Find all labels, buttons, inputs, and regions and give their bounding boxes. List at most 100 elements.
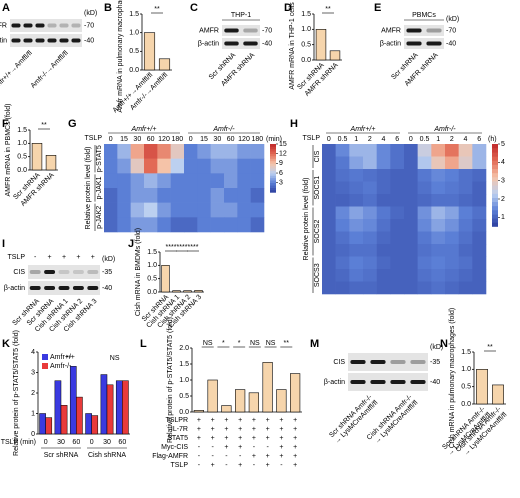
colorbar-step bbox=[492, 152, 498, 157]
colorbar-step bbox=[492, 205, 498, 211]
y-tick-label: 1.5 bbox=[147, 249, 157, 256]
blot-band bbox=[72, 286, 84, 290]
heat-cell bbox=[157, 173, 171, 189]
condition-sign: + bbox=[224, 435, 228, 442]
significance: * bbox=[222, 340, 225, 347]
significance: NS bbox=[266, 340, 276, 347]
bar bbox=[207, 379, 218, 413]
heat-cell bbox=[335, 269, 350, 282]
bar bbox=[161, 265, 170, 293]
condition-sign: + bbox=[279, 444, 283, 451]
condition-sign: - bbox=[211, 453, 214, 460]
heat-cell bbox=[250, 202, 265, 218]
panel-letter: G bbox=[68, 118, 77, 130]
y-tick-label: 0 bbox=[31, 431, 35, 438]
colorbar-step bbox=[270, 170, 276, 174]
heat-cell bbox=[404, 194, 418, 207]
blot-band bbox=[72, 270, 84, 274]
blot-band bbox=[35, 38, 45, 43]
panel-letter: N bbox=[440, 338, 448, 350]
heat-cell bbox=[210, 188, 225, 203]
heat-cell bbox=[472, 231, 487, 245]
time-label: 0 bbox=[327, 136, 331, 143]
heat-cell bbox=[431, 169, 446, 182]
heat-cell bbox=[363, 256, 377, 270]
blot-strip bbox=[222, 38, 260, 49]
heat-cell bbox=[390, 256, 405, 270]
heat-cell bbox=[224, 188, 238, 203]
significance: NS bbox=[250, 340, 260, 347]
significance: NS bbox=[203, 340, 213, 347]
heat-cell bbox=[417, 144, 432, 157]
heat-cell bbox=[197, 202, 211, 218]
heat-cell bbox=[390, 206, 405, 220]
y-tick-label: 1.0 bbox=[17, 140, 27, 147]
heat-cell bbox=[458, 181, 473, 195]
heat-cell bbox=[417, 181, 432, 195]
condition-name: Flag-AMFR bbox=[152, 453, 188, 460]
heat-cell bbox=[404, 231, 418, 245]
colorbar-label: 5 bbox=[501, 141, 505, 148]
condition-sign: + bbox=[238, 426, 242, 433]
heat-cell bbox=[170, 158, 185, 174]
time-label: 4 bbox=[464, 136, 468, 143]
condition-sign: + bbox=[279, 417, 283, 424]
heat-cell bbox=[349, 206, 364, 220]
colorbar-label: 2 bbox=[501, 196, 505, 203]
y-tick-label: 0.0 bbox=[147, 289, 157, 296]
heat-cell bbox=[445, 244, 459, 257]
colorbar-step bbox=[270, 163, 276, 167]
significance: NS bbox=[110, 355, 120, 362]
group-label: Amfr-/- bbox=[433, 126, 456, 133]
heat-cell bbox=[184, 188, 198, 203]
heat-cell bbox=[335, 231, 350, 245]
heat-cell bbox=[363, 206, 377, 220]
condition-sign: + bbox=[197, 435, 201, 442]
y-axis-label: Relative protein of p-STAT5/STAT5 (fold) bbox=[13, 330, 20, 456]
marker-label: -70 bbox=[84, 22, 94, 29]
group-label: Cish shRNA bbox=[88, 452, 126, 459]
heat-cell bbox=[472, 244, 487, 257]
y-axis-label: Amfr mRNA in pulmonary macrophages (fold… bbox=[117, 0, 124, 113]
colorbar-step bbox=[270, 187, 276, 191]
row-label: SOCS1 bbox=[314, 176, 321, 200]
heat-cell bbox=[417, 206, 432, 220]
marker-unit: (kD) bbox=[430, 344, 443, 351]
blot-band bbox=[426, 28, 442, 33]
heat-cell bbox=[210, 173, 225, 189]
colorbar-step bbox=[492, 214, 498, 219]
x-tick-label: 30 bbox=[57, 439, 65, 446]
heat-cell bbox=[197, 188, 211, 203]
blot-band bbox=[47, 23, 57, 28]
colorbar-step bbox=[492, 197, 498, 203]
heat-cell bbox=[458, 269, 473, 282]
bar bbox=[194, 290, 203, 293]
heat-cell bbox=[237, 202, 251, 218]
colorbar-label: 6 bbox=[279, 170, 283, 177]
colorbar-step bbox=[270, 146, 276, 150]
time-label: 180 bbox=[251, 136, 263, 143]
heat-cell bbox=[157, 217, 171, 233]
heat-cell bbox=[335, 181, 350, 195]
heat-cell bbox=[417, 269, 432, 282]
bar bbox=[183, 290, 192, 293]
blot-band bbox=[224, 28, 239, 33]
heat-cell bbox=[157, 144, 171, 159]
blot-band bbox=[87, 270, 99, 274]
heat-cell bbox=[184, 217, 198, 233]
heat-cell bbox=[472, 281, 487, 295]
condition-sign: + bbox=[211, 417, 215, 424]
bar bbox=[122, 380, 129, 435]
heat-cell bbox=[197, 217, 211, 233]
heat-cell bbox=[363, 281, 377, 295]
heat-cell bbox=[349, 194, 364, 207]
heat-cell bbox=[390, 156, 405, 170]
blot-strip bbox=[348, 353, 428, 371]
heat-cell bbox=[472, 144, 487, 157]
colorbar-step bbox=[492, 210, 498, 215]
condition-sign: + bbox=[238, 435, 242, 442]
colorbar-step bbox=[270, 185, 276, 188]
heat-cell bbox=[458, 156, 473, 170]
heat-cell bbox=[458, 244, 473, 257]
time-label: 180 bbox=[171, 136, 183, 143]
